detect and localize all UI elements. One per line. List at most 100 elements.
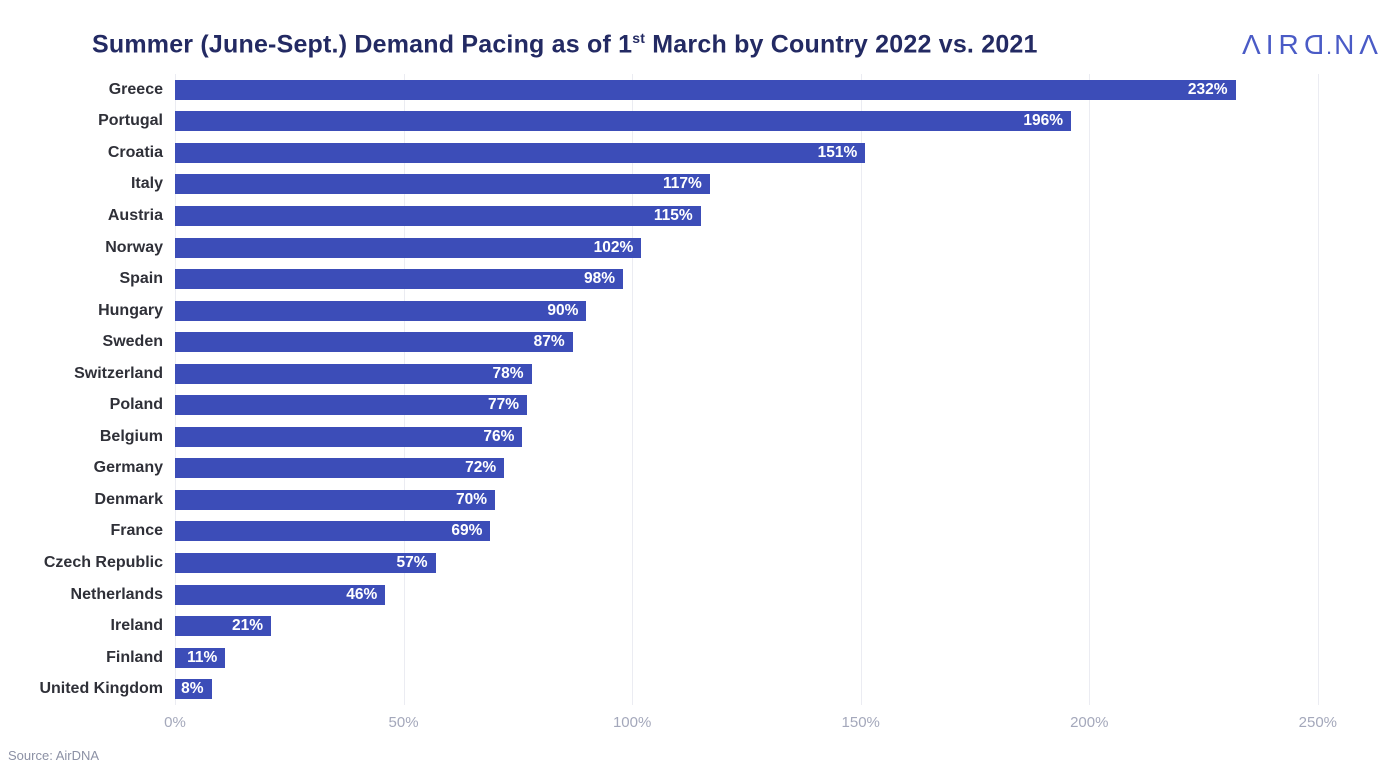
gridline-150%: [860, 74, 862, 705]
x-tick-label: 200%: [1070, 714, 1109, 731]
chart-row: Germany 72%: [0, 453, 1378, 485]
bar-track: 151%: [175, 142, 1378, 163]
category-label: Austria: [107, 206, 163, 224]
bar-value-label: 98%: [583, 270, 615, 288]
chart-row: Spain 98%: [0, 263, 1378, 295]
bar-value-label: 151%: [817, 143, 858, 161]
chart-row: Norway 102%: [0, 232, 1378, 264]
bar: 70%: [175, 489, 495, 510]
bar: 46%: [175, 584, 386, 605]
category-label: Spain: [119, 270, 163, 288]
category-label: Netherlands: [70, 585, 163, 603]
x-axis: 0% 50% 100% 150% 200% 250%: [164, 714, 1378, 734]
chart-row: Croatia 151%: [0, 137, 1378, 169]
bar: 77%: [175, 395, 527, 416]
bar: 69%: [175, 521, 491, 542]
bar-value-label: 70%: [455, 490, 487, 508]
source-note: Source: AirDNA: [8, 748, 100, 763]
chart-row: Hungary 90%: [0, 295, 1378, 327]
bar-value-label: 115%: [653, 206, 693, 224]
gridline-0%: [175, 74, 176, 705]
bar: 8%: [175, 679, 212, 700]
bar: 196%: [175, 111, 1071, 132]
bar: 117%: [175, 174, 710, 195]
category-label: Hungary: [98, 301, 163, 319]
bar-track: 8%: [175, 679, 1378, 700]
category-label: Ireland: [110, 617, 163, 635]
gridline-100%: [632, 74, 634, 705]
bar-track: 115%: [175, 205, 1378, 226]
category-label: France: [110, 522, 163, 540]
chart-row: Ireland 21%: [0, 610, 1378, 642]
chart-row: Portugal 196%: [0, 106, 1378, 138]
bar-value-label: 76%: [483, 427, 515, 445]
bar: 98%: [175, 269, 623, 290]
gridline-200%: [1089, 74, 1091, 705]
header: Summer (June-Sept.) Demand Pacing as of …: [92, 24, 1378, 66]
bar-track: 11%: [175, 647, 1378, 668]
chart-row: Italy 117%: [0, 169, 1378, 201]
bar-value-label: 46%: [346, 585, 378, 603]
category-label: Croatia: [107, 143, 163, 161]
bar: 102%: [175, 237, 642, 258]
logo-letter: N: [1334, 29, 1355, 60]
title-superscript: st: [632, 30, 646, 47]
category-label: Belgium: [99, 427, 163, 445]
bar-value-label: 232%: [1187, 80, 1228, 98]
x-tick-label: 0%: [164, 714, 186, 731]
bar-value-label: 196%: [1023, 112, 1063, 130]
bar-track: 90%: [175, 300, 1378, 321]
x-tick-label: 50%: [388, 714, 419, 731]
bar-value-label: 21%: [231, 617, 263, 635]
category-label: Poland: [109, 396, 163, 414]
category-label: Norway: [105, 238, 163, 256]
gridline-50%: [403, 74, 405, 705]
bar-value-label: 78%: [492, 364, 524, 382]
bar-track: 117%: [175, 174, 1378, 195]
title-text-suffix: March by Country 2022 vs. 2021: [645, 30, 1038, 59]
bar-value-label: 57%: [396, 553, 428, 571]
bar-track: 46%: [175, 584, 1378, 605]
bar: 90%: [175, 300, 587, 321]
chart-row: Poland 77%: [0, 389, 1378, 421]
chart-row: Czech Republic 57%: [0, 547, 1378, 579]
x-tick-label: 150%: [841, 714, 880, 731]
category-label: Czech Republic: [43, 553, 163, 571]
category-label: United Kingdom: [39, 680, 163, 698]
chart-row: Finland 11%: [0, 642, 1378, 674]
bar-track: 98%: [175, 269, 1378, 290]
bar: 87%: [175, 332, 573, 353]
category-label: Finland: [106, 648, 163, 666]
bar-value-label: 77%: [487, 396, 519, 414]
bar-value-label: 72%: [465, 459, 497, 477]
logo-letter: .: [1325, 34, 1333, 59]
bar-value-label: 8%: [181, 680, 204, 698]
bar-track: 70%: [175, 489, 1378, 510]
bar-chart: Greece 232% Portugal 196% Croatia 151% Italy 11…: [0, 74, 1378, 705]
bar-track: 102%: [175, 237, 1378, 258]
bar-track: 78%: [175, 363, 1378, 384]
category-label: Germany: [93, 459, 163, 477]
logo-letter: Λ: [1359, 29, 1378, 60]
bar-track: 232%: [175, 79, 1378, 100]
category-label: Greece: [108, 80, 163, 98]
chart-row: Belgium 76%: [0, 421, 1378, 453]
bar-track: 87%: [175, 332, 1378, 353]
x-tick-label: 100%: [612, 714, 652, 731]
category-label: Italy: [130, 175, 163, 193]
bar: 72%: [175, 458, 505, 479]
bar: 151%: [175, 142, 866, 163]
bar-track: 57%: [175, 552, 1378, 573]
logo-letter: Λ: [1241, 29, 1261, 60]
logo-letter: I: [1265, 29, 1274, 60]
category-label: Switzerland: [74, 364, 163, 382]
bar: 76%: [175, 426, 523, 447]
chart-row: United Kingdom 8%: [0, 673, 1378, 705]
bar-value-label: 11%: [187, 648, 218, 666]
bar-track: 77%: [175, 395, 1378, 416]
bar-track: 76%: [175, 426, 1378, 447]
bar: 57%: [175, 552, 436, 573]
x-tick-label: 250%: [1298, 714, 1338, 731]
